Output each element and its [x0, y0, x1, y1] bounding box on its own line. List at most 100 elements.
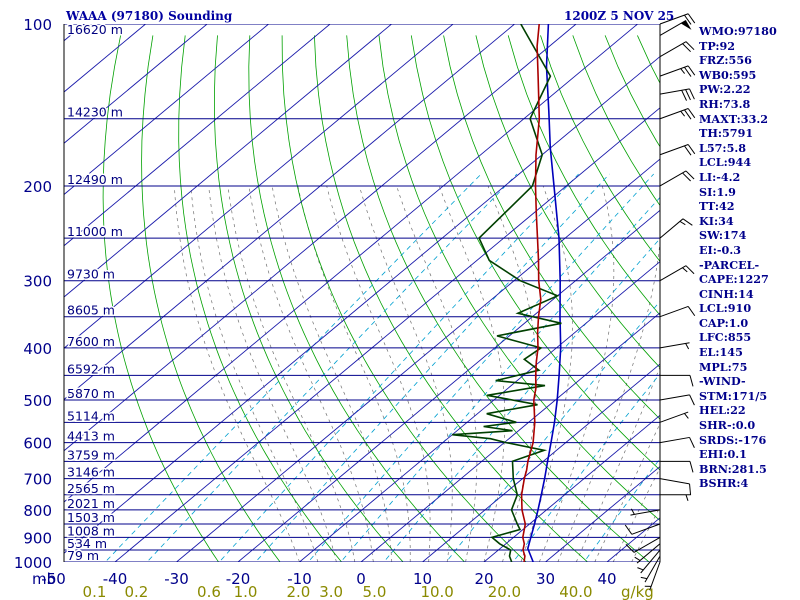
wind-barb [659, 265, 695, 282]
moist-adiabat [190, 185, 319, 562]
pressure-label: 200 [23, 178, 52, 196]
index-line: RH:73.8 [699, 96, 751, 111]
wind-barb [659, 342, 690, 350]
mixing-ratio-line [104, 173, 482, 562]
dry-adiabat [410, 35, 660, 471]
index-line: SW:174 [699, 228, 747, 243]
moist-adiabat [438, 185, 506, 562]
isotherm [545, 465, 660, 562]
wind-barb [659, 411, 689, 423]
wind-barb [659, 218, 693, 239]
isotherm [64, 24, 515, 401]
dry-adiabat [346, 35, 650, 562]
chart-title: WAAA (97180) Sounding [66, 9, 233, 23]
pressure-label: 100 [23, 16, 52, 34]
index-line: EI:-0.3 [699, 242, 741, 257]
isotherm [64, 24, 454, 349]
wind-barb [660, 374, 694, 387]
dewpoint-trace [452, 24, 562, 562]
dry-adiabat [378, 35, 660, 522]
pressure-label: 300 [23, 273, 52, 291]
mixing-ratio-tick-label: 1.0 [234, 583, 258, 600]
height-label: 79 m [67, 548, 99, 563]
mixing-ratio-line [218, 173, 579, 562]
dry-adiabat [248, 35, 466, 562]
moist-adiabat [575, 365, 660, 562]
wind-barb [644, 561, 661, 591]
isotherm [422, 363, 660, 562]
isotherm [114, 107, 660, 562]
mixing-ratio-tick-label: 0.2 [124, 583, 148, 600]
mixing-ratio-unit-label: g/kg [621, 583, 654, 600]
dry-adiabat [213, 35, 404, 562]
height-label: 1503 m [67, 510, 115, 525]
height-label: 4413 m [67, 429, 115, 444]
index-line: EL:145 [699, 345, 743, 360]
index-line: CINH:14 [699, 286, 754, 301]
height-label: 2021 m [67, 496, 115, 511]
pressure-unit-label: mb [32, 570, 56, 588]
index-line: TH:5791 [699, 126, 754, 141]
mixing-ratio-line [383, 237, 660, 562]
moist-adiabat [173, 185, 300, 562]
mixing-ratio-line [512, 373, 660, 562]
stability-indices-panel: WMO:97180 TP:92 FRZ:556 WB0:595 PW:2.22 RH:73… [699, 24, 777, 491]
index-line: L57:5.8 [699, 140, 747, 155]
dry-adiabat [443, 35, 660, 420]
wind-barb [640, 555, 661, 583]
index-line: LCL:944 [699, 155, 752, 170]
moist-adiabat [271, 185, 393, 562]
temperature-tick-label: 10 [413, 570, 432, 588]
height-label: 16620 m [67, 22, 123, 37]
pressure-label: 800 [23, 502, 52, 520]
wind-barb [659, 88, 695, 101]
temperature-trace [520, 24, 542, 562]
pressure-label: 400 [23, 340, 52, 358]
moist-adiabat [612, 467, 660, 562]
temperature-tick-label: 30 [536, 570, 555, 588]
mixing-ratio-tick-label: 10.0 [420, 583, 453, 600]
height-label: 14230 m [67, 105, 123, 120]
moist-adiabat [487, 185, 537, 562]
isotherm [360, 312, 660, 562]
mixing-ratio-tick-label: 40.0 [559, 583, 592, 600]
temperature-tick-label: -50 [41, 570, 66, 588]
index-line: BRN:281.5 [699, 461, 767, 476]
moist-adiabat [248, 185, 374, 562]
index-line: LI:-4.2 [699, 169, 741, 184]
isotherm [64, 24, 208, 144]
wind-barb [659, 41, 695, 58]
wind-barb [659, 394, 695, 406]
mixing-ratio-line [146, 173, 518, 562]
height-label: 2565 m [67, 481, 115, 496]
mixing-ratio-line [255, 173, 610, 562]
temperature-tick-label: -40 [103, 570, 128, 588]
index-line: -PARCEL- [699, 257, 760, 272]
wind-barb [659, 436, 695, 448]
isotherm [64, 24, 331, 247]
index-line: PW:2.22 [699, 82, 751, 97]
isotherm [64, 24, 638, 503]
moist-adiabat [208, 185, 337, 562]
index-line: BSHR:4 [699, 476, 749, 491]
index-line: SI:1.9 [699, 184, 736, 199]
height-label: 5114 m [67, 408, 115, 423]
mixing-ratio-tick-label: 3.0 [319, 583, 343, 600]
mixing-ratio-tick-label: 0.1 [83, 583, 107, 600]
dry-adiabat [102, 35, 220, 562]
height-label: 3146 m [67, 465, 115, 480]
index-line: STM:171/5 [699, 388, 768, 403]
index-line: FRZ:556 [699, 53, 752, 68]
height-label: 534 m [67, 536, 107, 551]
wind-barb [659, 108, 696, 120]
height-label: 8605 m [67, 303, 115, 318]
height-label: 6592 m [67, 361, 115, 376]
pressure-label: 500 [23, 392, 52, 410]
index-line: CAP:1.0 [699, 315, 749, 330]
isotherm [483, 414, 660, 562]
wind-barb [659, 19, 692, 36]
wind-barb [659, 305, 696, 318]
wind-barb [659, 170, 695, 187]
isotherm [299, 260, 660, 562]
